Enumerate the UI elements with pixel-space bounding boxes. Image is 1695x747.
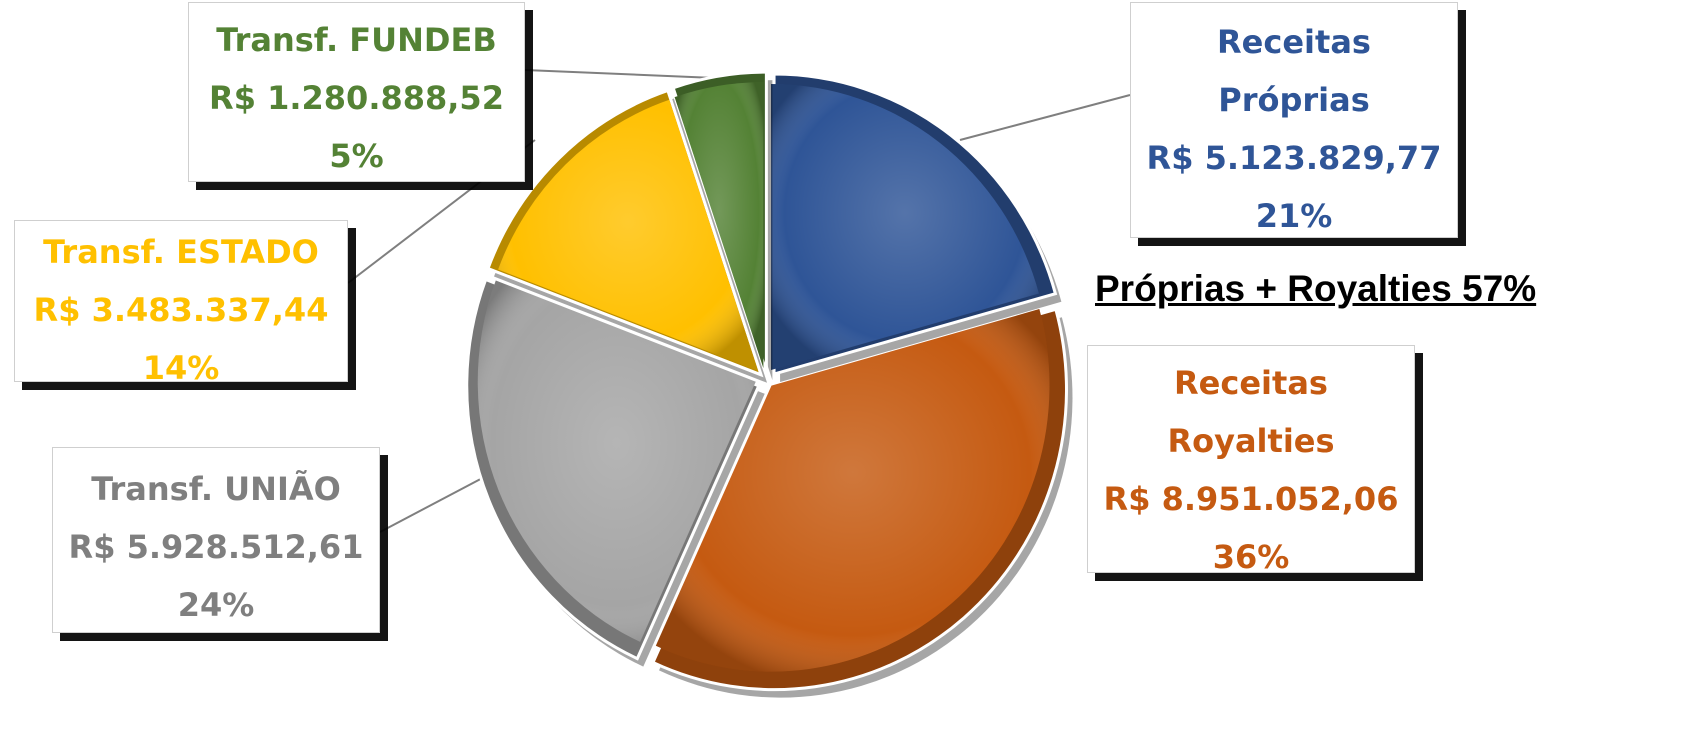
leader-line-proprias: [959, 94, 1131, 141]
pie-slice-fundeb: [671, 70, 773, 381]
label-proprias-line-4: 21%: [1255, 197, 1333, 235]
label-proprias-line-2: Próprias: [1218, 81, 1370, 119]
label-estado-line-1: Transf. ESTADO: [43, 233, 319, 271]
pie-slice-uniao: [465, 277, 765, 667]
label-uniao: Transf. UNIÃO R$ 5.928.512,61 24%: [52, 447, 380, 633]
pie-slice-proprias-gloss: [771, 84, 1039, 371]
leader-line-fundeb: [524, 69, 716, 79]
label-uniao-line-1: Transf. UNIÃO: [91, 470, 341, 508]
pie-slice-proprias: [771, 72, 1062, 383]
label-fundeb-line-3: 5%: [329, 137, 384, 175]
label-royalties-line-4: 36%: [1212, 538, 1290, 576]
label-estado-line-2: R$ 3.483.337,44: [33, 291, 329, 329]
subtotal-annotation: Próprias + Royalties 57%: [1095, 268, 1537, 309]
label-royalties-line-1: Receitas: [1174, 364, 1328, 402]
label-estado-line-3: 14%: [142, 349, 220, 387]
label-royalties-line-2: Royalties: [1167, 422, 1335, 460]
label-uniao-line-3: 24%: [177, 586, 255, 624]
pie-slice-uniao-gloss: [477, 280, 756, 642]
label-royalties-line-3: R$ 8.951.052,06: [1103, 480, 1399, 518]
pie-slice-royalties: [651, 307, 1073, 698]
label-proprias-line-3: R$ 5.123.829,77: [1146, 139, 1442, 177]
pie-slice-fundeb-gloss: [674, 82, 764, 369]
label-fundeb-line-1: Transf. FUNDEB: [216, 21, 497, 59]
label-fundeb-line-2: R$ 1.280.888,52: [209, 79, 504, 117]
label-proprias-line-1: Receitas: [1217, 23, 1371, 61]
label-fundeb: Transf. FUNDEB R$ 1.280.888,52 5%: [188, 2, 525, 182]
label-royalties: Receitas Royalties R$ 8.951.052,06 36%: [1087, 345, 1415, 576]
pie-slice-estado: [486, 88, 768, 383]
label-estado: Transf. ESTADO R$ 3.483.337,44 14%: [14, 220, 348, 387]
pie-slices: [465, 70, 1073, 698]
pie-slice-estado-gloss: [498, 99, 759, 371]
label-uniao-line-2: R$ 5.928.512,61: [68, 528, 364, 566]
label-proprias: Receitas Próprias R$ 5.123.829,77 21%: [1130, 2, 1458, 238]
pie-slice-royalties-gloss: [655, 309, 1050, 672]
